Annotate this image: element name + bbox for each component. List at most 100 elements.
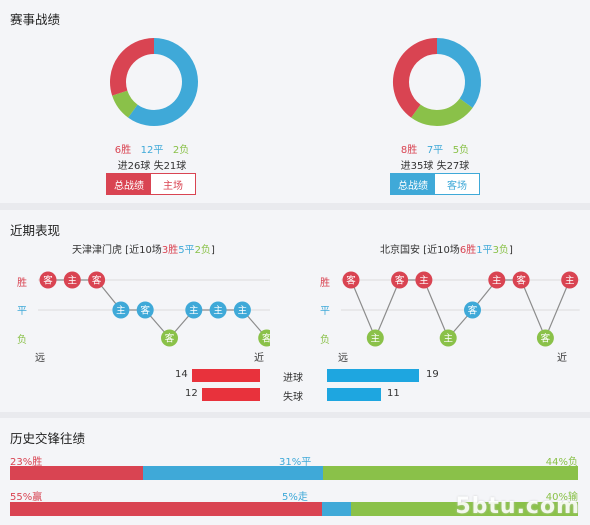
history-row2-win-label: 55%赢 (10, 492, 43, 503)
history-row2-loss-label: 40%输 (545, 492, 578, 503)
right-form-venue-label: 主 (492, 275, 502, 287)
tab-total-record[interactable]: 总战绩 (107, 174, 151, 194)
right-goals-for-bar (327, 369, 419, 382)
left-axis-loss: 负 (17, 335, 27, 346)
left-axis-far: 远 (35, 353, 45, 364)
right-form-match-marker (464, 301, 481, 319)
left-goals-against-value: 12 (185, 388, 198, 399)
left-form-venue-label: 客 (165, 333, 175, 345)
left-form-venue-label: 客 (92, 275, 102, 287)
left-axis-draw: 平 (17, 306, 27, 317)
right-form-venue-label: 主 (419, 275, 429, 287)
right-record-stats: 8胜 7平 5负 (375, 141, 495, 156)
left-form-match-point: 客 (161, 329, 178, 347)
right-goals-against-bar (327, 388, 381, 401)
history-panel: 历史交锋往绩 23%胜 31%平 44%负 55%赢 5%走 40%输 5btu… (0, 418, 590, 525)
right-form-match-marker (415, 271, 433, 289)
right-donut-loss-slice (411, 98, 473, 126)
section-title-record: 赛事战绩 (10, 12, 61, 27)
left-wins: 6胜 (114, 145, 132, 156)
history-row1-win-seg (10, 466, 144, 480)
left-record-tabs: 总战绩 主场 (106, 173, 196, 195)
history-row1-loss-label: 44%负 (545, 457, 578, 468)
history-row2-loss-seg (350, 502, 578, 516)
section-title-recent: 近期表现 (10, 223, 61, 238)
left-form-venue-label: 主 (68, 275, 78, 287)
left-axis-win: 胜 (17, 278, 27, 289)
tab-away[interactable]: 客场 (435, 174, 479, 194)
left-form-match-point: 主 (63, 271, 81, 289)
right-form-match-point: 客 (512, 271, 530, 289)
left-donut-loss-slice (112, 90, 138, 118)
history-row1-draw-label: 31%平 (279, 457, 312, 468)
left-axis-near: 近 (254, 353, 264, 364)
left-form-venue-label: 客 (140, 305, 150, 317)
left-form-match-marker (185, 301, 203, 319)
history-row1-win-label: 23%胜 (10, 457, 43, 468)
right-axis-far: 远 (338, 353, 348, 364)
history-row2-draw-label: 5%走 (282, 492, 308, 503)
history-row1-bar (10, 466, 578, 480)
left-draws: 12平 (140, 145, 164, 156)
left-form-match-point: 主 (233, 301, 251, 319)
right-form-line (350, 279, 571, 340)
tab-home[interactable]: 主场 (151, 174, 195, 194)
left-goals-for-value: 14 (175, 369, 188, 380)
history-row2-draw-seg (322, 502, 351, 516)
left-form-match-marker (161, 329, 178, 347)
left-team-name: 天津津门虎 (72, 245, 122, 256)
history-row2-win-seg (10, 502, 323, 516)
left-form-match-point: 客 (258, 329, 270, 347)
left-form-venue-label: 客 (262, 333, 270, 345)
section-title-history: 历史交锋往绩 (10, 431, 86, 446)
right-form-match-point: 客 (464, 301, 481, 319)
right-form-match-marker (439, 329, 457, 347)
left-form-match-point: 客 (136, 301, 154, 319)
left-record-stats: 6胜 12平 2负 (92, 141, 212, 156)
goals-for-label: 进球 (283, 373, 303, 384)
right-form-match-point: 客 (536, 329, 554, 347)
left-form-venue-label: 主 (116, 305, 126, 317)
right-donut-draw-slice (436, 38, 481, 108)
left-form-match-marker (233, 301, 251, 319)
right-form-match-point: 客 (391, 271, 409, 289)
left-form-match-marker (258, 329, 270, 347)
right-record-donut (393, 38, 481, 126)
left-goals-for-bar (192, 369, 260, 382)
right-axis-loss: 负 (320, 335, 330, 346)
record-panel: 赛事战绩 6胜 12平 2负 进26球 失21球 总战绩 主场 8胜 7平 5负… (0, 0, 590, 203)
left-form-match-marker (63, 271, 81, 289)
left-form-match-point: 主 (209, 301, 227, 319)
left-form-venue-label: 客 (43, 275, 53, 287)
left-form-chart: 客主客主 客客主主主客 (38, 271, 270, 347)
watermark-logo: 5btu.com (455, 494, 580, 519)
left-losses: 2负 (172, 145, 190, 156)
right-form-venue-label: 客 (516, 275, 526, 287)
left-form-venue-label: 主 (213, 305, 223, 317)
right-form-venue-label: 主 (565, 275, 575, 287)
right-donut-win-slice (393, 38, 438, 118)
right-wins: 8胜 (400, 145, 418, 156)
left-goals: 进26球 失21球 (117, 161, 187, 172)
tab-total-record-right[interactable]: 总战绩 (391, 174, 435, 194)
recent-panel: 近期表现 天津津门虎 [近10场3胜5平2负] 北京国安 [近10场6胜1平3负… (0, 210, 590, 412)
right-form-match-marker (391, 271, 409, 289)
left-record-donut (110, 38, 198, 126)
right-form-match-point: 主 (415, 271, 433, 289)
right-form-match-marker (512, 271, 530, 289)
left-form-match-marker (136, 301, 154, 319)
right-form-venue-label: 客 (541, 333, 551, 345)
right-axis-near: 近 (557, 353, 567, 364)
right-form-match-point: 主 (488, 271, 506, 289)
right-form-venue-label: 主 (371, 333, 381, 345)
left-form-match-point: 主 (185, 301, 203, 319)
right-form-venue-label: 主 (443, 333, 453, 345)
right-form-venue-label: 客 (468, 305, 478, 317)
left-form-venue-label: 主 (189, 305, 199, 317)
right-form-match-point: 主 (366, 329, 384, 347)
left-form-match-point: 主 (112, 301, 130, 319)
goals-against-label: 失球 (283, 392, 303, 403)
right-goals-for-value: 19 (426, 369, 439, 380)
left-donut-draw-slice (128, 38, 198, 126)
